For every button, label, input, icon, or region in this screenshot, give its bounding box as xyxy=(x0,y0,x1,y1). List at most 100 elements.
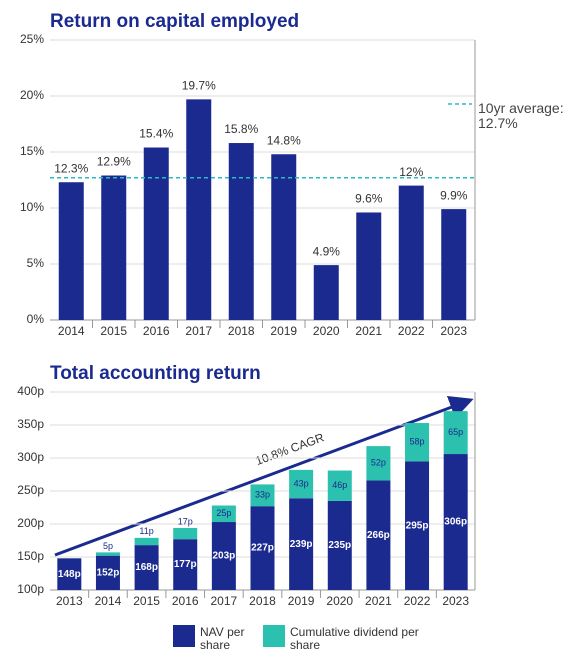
legend-label: NAV per share xyxy=(200,625,245,652)
y-tick-label: 250p xyxy=(17,483,44,497)
y-tick-label: 5% xyxy=(27,256,45,270)
value-label: 152p xyxy=(97,567,120,578)
value-label: 52p xyxy=(371,458,386,468)
bar-segment xyxy=(366,480,391,590)
bar-segment xyxy=(443,454,468,590)
value-label: 306p xyxy=(444,517,467,528)
bar-segment xyxy=(443,411,468,455)
x-tick-label: 2016 xyxy=(143,324,170,338)
bar xyxy=(58,182,84,320)
value-label: 19.7% xyxy=(182,79,216,93)
y-tick-label: 200p xyxy=(17,516,44,530)
y-tick-label: 10% xyxy=(20,200,44,214)
bar xyxy=(313,265,339,320)
value-label: 177p xyxy=(174,559,197,570)
value-label: 15.4% xyxy=(139,127,173,141)
bar-segment xyxy=(134,537,159,546)
x-tick-label: 2019 xyxy=(288,594,315,608)
value-label: 43p xyxy=(294,478,309,488)
x-tick-label: 2019 xyxy=(270,324,297,338)
x-tick-label: 2014 xyxy=(95,594,122,608)
y-tick-label: 150p xyxy=(17,549,44,563)
value-label: 266p xyxy=(367,530,390,541)
value-label: 227p xyxy=(251,543,274,554)
chart-title: Return on capital employed xyxy=(50,11,299,32)
x-tick-label: 2021 xyxy=(365,594,392,608)
value-label: 11p xyxy=(139,526,153,536)
value-label: 15.8% xyxy=(224,122,258,136)
value-label: 25p xyxy=(216,508,231,518)
value-label: 5p xyxy=(103,541,113,551)
y-tick-label: 400p xyxy=(17,384,44,398)
value-label: 65p xyxy=(448,427,463,437)
x-tick-label: 2022 xyxy=(404,594,431,608)
x-tick-label: 2020 xyxy=(313,324,340,338)
y-tick-label: 15% xyxy=(20,144,44,158)
bar-segment xyxy=(327,500,352,590)
bar-segment xyxy=(57,558,82,590)
bar-segment xyxy=(289,498,314,590)
value-label: 295p xyxy=(406,520,429,531)
value-label: 4.9% xyxy=(313,244,341,258)
bar-segment xyxy=(405,423,430,462)
bar-segment xyxy=(289,469,314,499)
x-tick-label: 2016 xyxy=(172,594,199,608)
y-tick-label: 25% xyxy=(20,32,44,46)
x-tick-label: 2018 xyxy=(249,594,276,608)
value-label: 12.3% xyxy=(54,161,88,175)
bar-segment xyxy=(95,552,120,556)
value-label: 168p xyxy=(135,562,158,573)
legend-swatch xyxy=(263,625,285,647)
x-tick-label: 2020 xyxy=(326,594,353,608)
x-tick-label: 2013 xyxy=(56,594,83,608)
value-label: 33p xyxy=(255,490,270,500)
value-label: 239p xyxy=(290,539,313,550)
reference-label: 10yr average: 12.7% xyxy=(478,100,564,131)
bar-segment xyxy=(250,506,275,590)
value-label: 17p xyxy=(178,516,193,526)
y-tick-label: 100p xyxy=(17,582,44,596)
value-label: 46p xyxy=(332,480,347,490)
bar-segment xyxy=(327,470,352,501)
bar xyxy=(186,99,212,320)
bar xyxy=(143,147,169,320)
y-tick-label: 20% xyxy=(20,88,44,102)
bar-segment xyxy=(250,484,275,507)
x-tick-label: 2017 xyxy=(185,324,212,338)
legend-swatch xyxy=(173,625,195,647)
x-tick-label: 2023 xyxy=(442,594,469,608)
x-tick-label: 2015 xyxy=(100,324,127,338)
y-tick-label: 300p xyxy=(17,450,44,464)
bar xyxy=(271,154,297,320)
value-label: 12.9% xyxy=(97,155,131,169)
bar-segment xyxy=(211,505,236,523)
bar xyxy=(398,185,424,320)
value-label: 235p xyxy=(328,540,351,551)
bar-segment xyxy=(134,545,159,590)
y-tick-label: 0% xyxy=(27,312,45,326)
x-tick-label: 2022 xyxy=(398,324,425,338)
x-tick-label: 2014 xyxy=(58,324,85,338)
bar-segment xyxy=(405,461,430,590)
x-tick-label: 2017 xyxy=(211,594,238,608)
bar-segment xyxy=(366,446,391,481)
value-label: 9.9% xyxy=(440,188,468,202)
bar xyxy=(356,212,382,320)
bar-segment xyxy=(173,539,198,590)
chart-title: Total accounting return xyxy=(50,363,261,384)
annotation: 10.8% CAGR xyxy=(253,430,326,468)
bar-segment xyxy=(95,555,120,590)
value-label: 203p xyxy=(212,551,235,562)
x-tick-label: 2015 xyxy=(133,594,160,608)
bar-segment xyxy=(211,522,236,590)
y-tick-label: 350p xyxy=(17,417,44,431)
bar xyxy=(441,209,467,320)
bar-segment xyxy=(173,527,198,540)
value-label: 14.8% xyxy=(267,133,301,147)
bar xyxy=(228,143,254,320)
x-tick-label: 2021 xyxy=(355,324,382,338)
x-tick-label: 2018 xyxy=(228,324,255,338)
cagr-arrow xyxy=(54,396,474,557)
